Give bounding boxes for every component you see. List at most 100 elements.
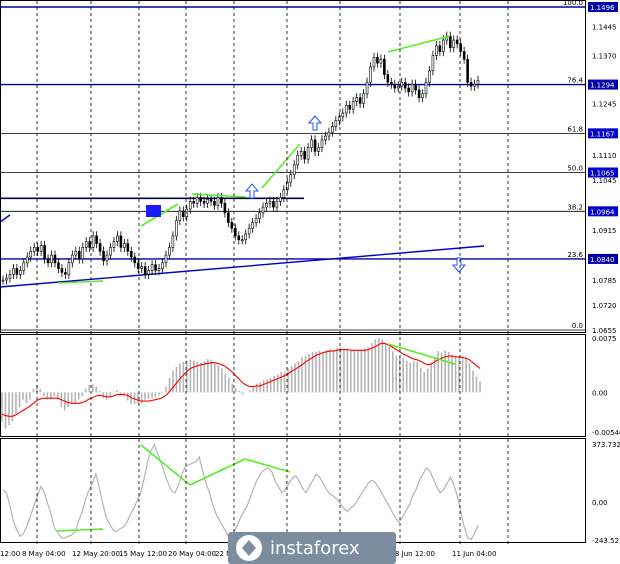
candle-body-7 xyxy=(25,256,29,264)
candle-body-114 xyxy=(396,85,400,89)
candle-body-61 xyxy=(213,201,216,206)
candle-body-32 xyxy=(112,241,116,248)
candle-body-103 xyxy=(358,97,362,104)
fibo-ratio-label-50.0: 50.0 xyxy=(567,165,583,173)
candle-body-17 xyxy=(60,268,64,273)
macd-signal-line xyxy=(1,342,481,417)
candle-body-100 xyxy=(348,105,352,110)
candle-body-28 xyxy=(98,243,102,252)
candle-body-18 xyxy=(64,272,67,275)
fibo-price-box-23.6 xyxy=(588,253,618,264)
candle-body-31 xyxy=(109,247,112,256)
candle-body-137 xyxy=(476,80,480,85)
candle-body-120 xyxy=(417,89,421,98)
x-tick-label-1: 8 May 04:00 xyxy=(22,550,66,558)
candle-body-43 xyxy=(150,264,154,271)
price-tick-label-4: 1.1045 xyxy=(592,177,617,185)
candle-body-4 xyxy=(15,268,19,275)
divergence-line-0 xyxy=(57,280,104,284)
price-tick-label-8: 1.0655 xyxy=(592,327,617,335)
candle-body-135 xyxy=(469,81,473,87)
x-tick-label-2: 12 May 20:00 xyxy=(72,550,120,558)
arrow-up-1 xyxy=(244,183,260,199)
candle-body-1 xyxy=(5,277,8,281)
candle-body-130 xyxy=(452,39,456,49)
x-tick-label-5: 22 M xyxy=(215,550,232,558)
candle-body-25 xyxy=(88,241,91,248)
arrow-down-1 xyxy=(451,257,467,273)
candle-body-131 xyxy=(455,39,459,45)
candle-body-67 xyxy=(233,227,237,237)
candle-body-9 xyxy=(32,247,36,252)
candle-body-96 xyxy=(334,120,338,127)
fibo-price-box-76.4 xyxy=(588,79,618,90)
cci-divergence-line-0 xyxy=(56,528,104,532)
arrow-up-2 xyxy=(307,115,323,131)
candle-body-45 xyxy=(157,268,161,271)
candle-body-3 xyxy=(12,268,15,275)
candle-body-65 xyxy=(227,212,230,223)
macd-tick-label-0: 0.0075 xyxy=(592,335,617,343)
candle-body-47 xyxy=(164,254,168,264)
candle-body-89 xyxy=(310,139,313,148)
divergence-line-3 xyxy=(261,143,301,189)
candle-body-77 xyxy=(268,201,272,204)
candle-body-105 xyxy=(365,81,369,95)
candle-body-23 xyxy=(81,247,85,260)
x-tick-label-0: 12:00 xyxy=(0,550,20,558)
candle-body-12 xyxy=(43,245,46,260)
candle-body-122 xyxy=(424,81,428,95)
candle-body-29 xyxy=(102,250,105,262)
x-tick-label-6: 8 Jun 12:00 xyxy=(395,550,435,558)
candle-body-35 xyxy=(123,243,126,248)
candle-body-108 xyxy=(376,57,379,64)
price-frame xyxy=(0,0,586,333)
x-tick-label-3: 15 May 12:00 xyxy=(119,550,167,558)
fibo-price-label-76.4: 1.1294 xyxy=(590,82,615,90)
candle-body-37 xyxy=(129,250,133,258)
candle-body-42 xyxy=(147,270,150,275)
macd-tick-label-1: 0.00 xyxy=(592,389,608,397)
price-tick-label-6: 1.0785 xyxy=(592,277,617,285)
candle-body-30 xyxy=(105,254,109,262)
candle-body-133 xyxy=(462,51,466,60)
cci-divergence-line-3 xyxy=(244,458,291,473)
candle-body-26 xyxy=(91,235,95,248)
candle-body-123 xyxy=(428,70,431,83)
price-tick-label-2: 1.1245 xyxy=(592,100,617,108)
x-tick-label-4: 20 May 04:00 xyxy=(168,550,216,558)
candle-body-70 xyxy=(244,233,248,241)
fibo-ratio-label-38.2: 38.2 xyxy=(567,203,583,211)
candle-body-6 xyxy=(22,262,26,271)
x-tick-label-7: 11 Jun 04:00 xyxy=(452,550,496,558)
candle-body-79 xyxy=(275,201,279,208)
cci-divergence-line-2 xyxy=(189,458,246,486)
candle-body-54 xyxy=(188,201,192,210)
candle-body-101 xyxy=(351,101,355,110)
candle-body-76 xyxy=(265,202,268,208)
candle-body-97 xyxy=(338,116,341,121)
candle-body-50 xyxy=(175,220,178,237)
candle-body-22 xyxy=(77,250,81,260)
candle-body-115 xyxy=(400,81,404,87)
candle-body-132 xyxy=(459,43,462,52)
macd-tick-label-2: -0.00546 xyxy=(592,429,620,437)
candle-body-15 xyxy=(53,254,57,264)
watermark-logo-icon xyxy=(236,535,262,561)
fibo-price-label-38.2: 1.0964 xyxy=(590,208,615,216)
cci-line xyxy=(2,443,479,541)
candle-body-74 xyxy=(258,212,261,219)
candle-body-56 xyxy=(195,197,199,204)
candle-body-13 xyxy=(46,258,50,264)
candle-body-21 xyxy=(74,250,78,256)
candle-body-59 xyxy=(206,199,209,204)
trend-line xyxy=(0,245,485,288)
candle-body-16 xyxy=(57,262,60,269)
price-tick-label-3: 1.1110 xyxy=(592,152,617,160)
candle-body-69 xyxy=(240,239,244,242)
candle-body-64 xyxy=(223,202,227,214)
fibo-price-box-61.8 xyxy=(588,128,618,139)
candle-body-94 xyxy=(327,131,331,137)
candle-body-102 xyxy=(355,97,358,102)
candle-body-99 xyxy=(344,105,348,114)
